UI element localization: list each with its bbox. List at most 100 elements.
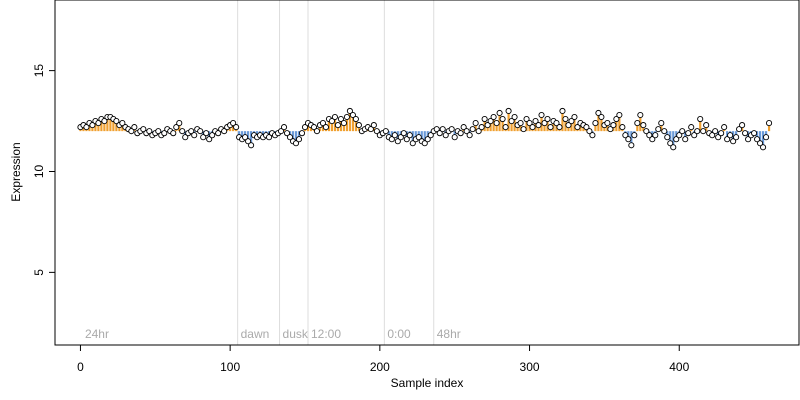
data-point	[625, 136, 632, 143]
data-point	[658, 120, 665, 127]
data-point	[724, 136, 731, 143]
data-point	[763, 134, 770, 141]
data-point	[535, 122, 542, 129]
data-point	[637, 111, 644, 119]
data-point	[481, 115, 488, 123]
data-point	[511, 113, 518, 121]
data-point	[679, 128, 686, 135]
data-point	[499, 115, 506, 123]
data-point	[538, 111, 545, 119]
data-point	[712, 128, 719, 135]
data-point	[664, 134, 671, 141]
vline-label: dawn	[241, 327, 270, 341]
data-point	[388, 136, 395, 143]
data-point	[595, 109, 602, 117]
data-point	[343, 113, 350, 121]
data-point	[322, 124, 330, 131]
data-point	[188, 128, 195, 135]
data-point	[155, 128, 162, 135]
data-point	[754, 136, 761, 143]
data-point	[439, 126, 446, 133]
data-point	[526, 120, 533, 127]
x-tick-label: 0	[77, 360, 84, 374]
data-point	[457, 130, 464, 137]
data-point	[191, 132, 198, 139]
data-point	[523, 115, 530, 123]
data-point	[292, 140, 300, 147]
data-point	[520, 126, 527, 133]
data-point	[391, 132, 398, 139]
data-point	[266, 134, 273, 141]
data-point	[589, 132, 596, 139]
data-point	[694, 128, 701, 135]
data-point	[233, 124, 240, 131]
data-point	[298, 130, 306, 137]
x-tick-label: 400	[669, 360, 689, 374]
data-point	[475, 128, 482, 135]
data-point	[496, 109, 503, 117]
data-points	[77, 107, 773, 151]
data-point	[424, 136, 431, 143]
data-point	[355, 122, 362, 129]
data-point	[619, 124, 626, 131]
data-point	[346, 107, 353, 115]
data-point	[406, 132, 413, 139]
data-point	[709, 132, 716, 139]
data-point	[478, 124, 485, 131]
data-point	[119, 120, 126, 127]
data-point	[688, 124, 695, 131]
data-point	[547, 124, 554, 131]
data-point	[427, 132, 434, 139]
data-point	[460, 124, 467, 131]
data-point	[209, 132, 216, 139]
data-point	[640, 122, 647, 129]
data-point	[146, 128, 153, 135]
data-point	[173, 124, 180, 131]
x-tick-label: 100	[220, 360, 240, 374]
data-point	[295, 136, 303, 143]
data-point	[463, 128, 470, 135]
vline-label: 48hr	[437, 327, 461, 341]
data-point	[319, 120, 327, 127]
data-point	[382, 128, 389, 135]
data-point	[313, 128, 321, 135]
data-point	[230, 120, 237, 127]
data-point	[176, 120, 183, 127]
data-point	[607, 126, 614, 133]
data-point	[559, 107, 566, 115]
data-point	[685, 130, 692, 137]
data-point	[766, 120, 773, 127]
data-point	[727, 132, 734, 139]
data-point	[83, 124, 90, 131]
data-point	[340, 120, 347, 127]
data-point	[373, 128, 380, 135]
data-point	[670, 144, 677, 151]
data-point	[394, 138, 401, 145]
data-point	[337, 115, 344, 123]
data-point	[367, 126, 374, 133]
data-point	[248, 142, 255, 149]
vline-label: 12:00	[311, 327, 341, 341]
data-point	[508, 118, 515, 125]
data-point	[280, 124, 288, 131]
data-point	[721, 124, 728, 131]
y-tick-label: 5	[32, 269, 46, 276]
data-point	[586, 128, 593, 135]
data-point	[95, 120, 102, 127]
data-point	[730, 138, 737, 145]
data-point	[760, 144, 767, 151]
data-point	[610, 122, 617, 129]
data-point	[182, 134, 189, 141]
x-axis-title: Sample index	[391, 376, 464, 390]
data-point	[622, 132, 629, 139]
data-point	[745, 136, 752, 143]
data-point	[436, 130, 443, 137]
data-point	[733, 134, 740, 141]
data-point	[646, 132, 653, 139]
data-point	[493, 120, 500, 127]
data-point	[598, 113, 605, 121]
data-point	[140, 126, 147, 133]
data-point	[283, 130, 291, 137]
data-point	[301, 124, 309, 131]
data-point	[403, 136, 410, 143]
